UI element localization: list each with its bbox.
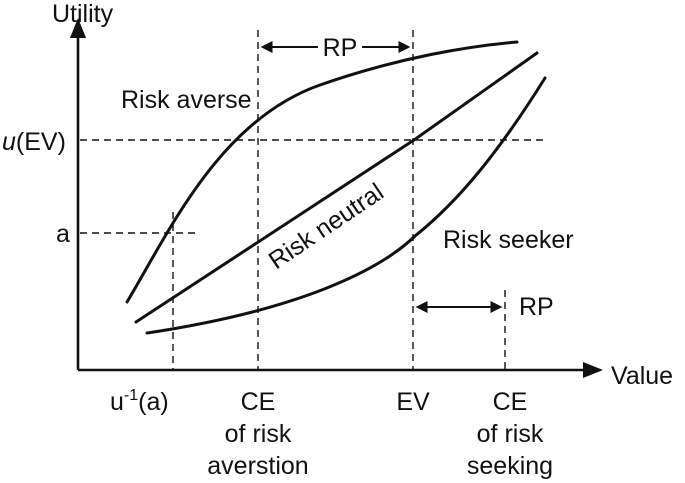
u-ev-func: u: [2, 128, 16, 156]
ce-seeking-line-2: of risk: [477, 420, 544, 448]
ce-seeking-tick-label: CE of risk seeking: [467, 388, 553, 480]
y-axis-arrowhead: [70, 18, 86, 38]
risk-averse-curve: [125, 40, 519, 304]
ev-tick-label: EV: [396, 388, 430, 416]
a-tick-label: a: [56, 220, 70, 248]
x-axis-label: Value: [611, 362, 673, 390]
u-inv-base: u: [110, 388, 124, 416]
risk-seeker-curve: [145, 76, 547, 335]
ce-seeking-line-1: CE: [493, 388, 528, 416]
y-axis-label: Utility: [52, 0, 114, 28]
u-inv-a-tick-label: u-1(a): [110, 387, 169, 416]
u-ev-tick-label: u(EV): [2, 128, 66, 156]
risk-neutral-curve: [134, 51, 539, 324]
ce-aversion-line-1: CE: [241, 388, 276, 416]
rp-right-label: RP: [519, 293, 554, 321]
x-axis-arrowhead: [583, 362, 603, 378]
risk-averse-label: Risk averse: [121, 86, 252, 114]
ce-aversion-line-2: of risk: [225, 420, 292, 448]
u-inv-sup: -1: [124, 387, 138, 404]
ce-aversion-line-3: averstion: [207, 452, 308, 480]
ce-seeking-line-3: seeking: [467, 452, 553, 480]
ce-aversion-tick-label: CE of risk averstion: [207, 388, 308, 480]
risk-seeker-label: Risk seeker: [443, 226, 574, 254]
u-ev-arg: (EV): [16, 128, 66, 156]
u-inv-arg: (a): [138, 388, 169, 416]
rp-top-label: RP: [323, 34, 358, 62]
